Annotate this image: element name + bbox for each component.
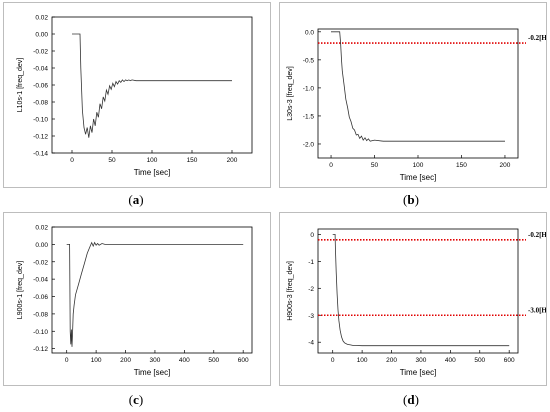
chart-panel-a: 0.02 0.00 -0.02 -0.04 -0.06 -0.08 -0.10 -0.12 -0… <box>3 2 271 188</box>
y-axis-label: H900s-3 [freq_dev] <box>287 261 294 321</box>
y-tick-label: -1.0 <box>303 85 315 92</box>
x-tick-label: 300 <box>416 357 427 364</box>
x-tick-label: 100 <box>357 357 368 364</box>
y-tick-label: -2.0 <box>303 141 315 148</box>
y-tick-label: -3 <box>308 313 314 320</box>
x-tick-label: 600 <box>238 357 249 364</box>
x-axis-label: Time [sec] <box>400 368 437 377</box>
plot-frame <box>51 226 253 354</box>
x-tick-label: 400 <box>179 357 190 364</box>
caption-a-close: ) <box>139 192 144 207</box>
caption-c-open: ( <box>128 392 134 407</box>
chart-panel-b: 0.0 -0.5 -1.0 -1.5 -2.0 0 50 100 150 200 Time [sec… <box>279 2 547 188</box>
chart-a: 0.02 0.00 -0.02 -0.04 -0.06 -0.08 -0.10 -0.12 -0… <box>17 15 253 177</box>
x-axis-label: Time [sec] <box>134 168 171 177</box>
x-tick-label: 0 <box>329 162 333 169</box>
y-tick-label: -1 <box>308 259 314 266</box>
y-axis-label: L10s-1 [freq_dev] <box>17 58 24 113</box>
chart-c: 0.02 0.00 -0.02 -0.04 -0.06 -0.08 -0.10 -0.12 0 1… <box>17 225 253 377</box>
x-axis-label: Time [sec] <box>400 173 437 182</box>
caption-c: (c) <box>116 392 156 408</box>
y-tick-label: -4 <box>308 340 314 347</box>
y-tick-label: -0.06 <box>33 294 48 301</box>
x-tick-label: 500 <box>474 357 485 364</box>
chart-panel-d: 0 -1 -2 -3 -4 0 100 200 300 400 500 600 Time [sec] H9… <box>279 212 547 386</box>
series-line <box>332 233 510 347</box>
reference-line-label: -0.2[Hz] <box>528 231 546 239</box>
x-tick-label: 500 <box>208 357 219 364</box>
x-tick-label: 150 <box>456 162 467 169</box>
caption-b-close: ) <box>414 192 419 207</box>
x-tick-label: 150 <box>187 157 198 164</box>
plot-frame <box>317 228 519 354</box>
caption-b-letter: b <box>407 192 415 207</box>
caption-d-close: ) <box>414 392 419 407</box>
caption-d-letter: d <box>407 392 415 407</box>
y-tick-label: -0.02 <box>33 49 48 56</box>
y-tick-label: -0.08 <box>33 100 48 107</box>
y-tick-label: 0 <box>310 232 314 239</box>
y-tick-label: -2 <box>308 286 314 293</box>
y-tick-label: -0.12 <box>33 134 48 141</box>
y-tick-label: -0.5 <box>303 57 315 64</box>
plot-frame <box>51 16 253 154</box>
y-tick-label: -0.14 <box>33 151 48 158</box>
y-tick-label: 0.02 <box>35 225 48 232</box>
x-tick-label: 200 <box>386 357 397 364</box>
x-tick-label: 200 <box>120 357 131 364</box>
y-tick-label: 0.00 <box>35 32 48 39</box>
caption-d-open: ( <box>403 392 408 407</box>
y-tick-label: -0.10 <box>33 117 48 124</box>
x-tick-label: 200 <box>500 162 511 169</box>
x-tick-label: 50 <box>371 162 379 169</box>
caption-c-close: ) <box>138 392 144 407</box>
y-tick-label: -0.08 <box>33 311 48 318</box>
y-tick-label: -0.04 <box>33 277 48 284</box>
series-line <box>66 241 244 347</box>
x-tick-label: 0 <box>331 357 335 364</box>
y-tick-label: -0.10 <box>33 329 48 336</box>
y-tick-label: 0.02 <box>35 15 48 22</box>
x-tick-label: 50 <box>108 157 116 164</box>
series-line <box>72 33 232 138</box>
x-tick-label: 300 <box>150 357 161 364</box>
caption-b-open: ( <box>403 192 408 207</box>
reference-line-label: -3.0[Hz] <box>528 306 546 314</box>
caption-d: (d) <box>391 392 431 408</box>
y-axis-label: L900s-1 [freq_dev] <box>17 261 24 319</box>
chart-d: 0 -1 -2 -3 -4 0 100 200 300 400 500 600 Time [sec] H9… <box>287 228 546 377</box>
y-tick-label: -1.5 <box>303 113 315 120</box>
caption-c-letter: c <box>133 392 139 407</box>
chart-b: 0.0 -0.5 -1.0 -1.5 -2.0 0 50 100 150 200 Time [sec… <box>287 28 546 182</box>
y-tick-label: -0.04 <box>33 66 48 73</box>
y-tick-label: -0.12 <box>33 346 48 353</box>
x-axis-label: Time [sec] <box>134 368 171 377</box>
caption-a: (a) <box>116 192 156 208</box>
x-tick-label: 200 <box>227 157 238 164</box>
x-tick-label: 100 <box>413 162 424 169</box>
series-line <box>331 31 505 142</box>
x-tick-label: 0 <box>65 357 69 364</box>
y-tick-label: 0.00 <box>35 242 48 249</box>
x-tick-label: 600 <box>504 357 515 364</box>
caption-a-letter: a <box>132 192 140 207</box>
caption-b: (b) <box>391 192 431 208</box>
y-tick-label: -0.06 <box>33 83 48 90</box>
caption-a-open: ( <box>128 192 133 207</box>
x-tick-label: 100 <box>147 157 158 164</box>
reference-line-label: -0.2[Hz] <box>528 34 546 42</box>
x-tick-label: 100 <box>91 357 102 364</box>
y-tick-label: 0.0 <box>305 29 314 36</box>
y-tick-label: -0.02 <box>33 259 48 266</box>
x-tick-label: 400 <box>445 357 456 364</box>
x-tick-label: 0 <box>70 157 74 164</box>
chart-panel-c: 0.02 0.00 -0.02 -0.04 -0.06 -0.08 -0.10 -0.12 0 1… <box>3 212 271 386</box>
plot-frame <box>317 28 519 159</box>
y-axis-label: L30s-3 [freq_dev] <box>287 66 294 121</box>
